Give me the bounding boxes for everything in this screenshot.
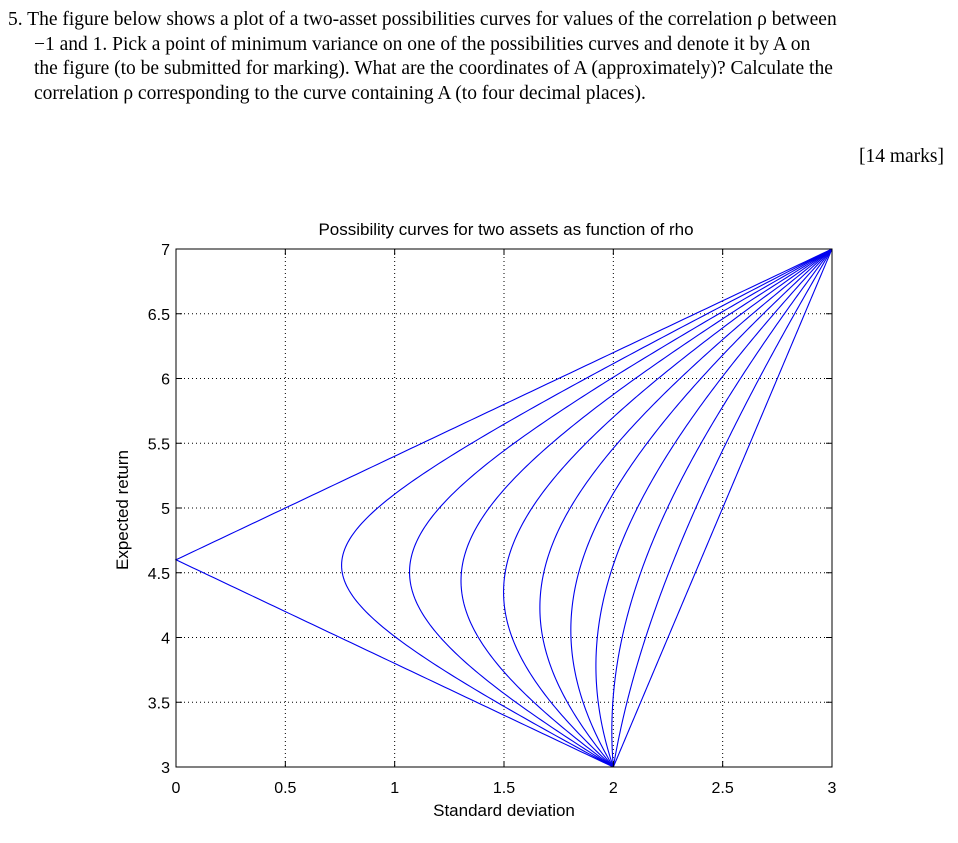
y-tick-label: 5 [161,501,170,518]
possibility-curve [570,248,833,768]
chart-title: Possibility curves for two assets as fun… [318,220,693,239]
possibility-curve [611,248,833,768]
y-tick-label: 7 [161,242,170,259]
x-axis-label: Standard deviation [433,801,575,820]
x-tick-label: 3 [828,780,837,797]
x-tick-label: 2 [609,780,618,797]
possibility-curve [503,248,833,768]
y-tick-label: 6.5 [148,307,170,324]
x-tick-label: 1 [390,780,399,797]
possibility-curve [612,248,833,768]
question-line-1: 5. The figure below shows a plot of a tw… [8,9,837,30]
marks-label: [14 marks] [858,146,944,167]
question-number: 5. [8,9,23,30]
y-tick-label: 5.5 [148,436,170,453]
possibility-curve [612,248,833,768]
question-line-2: −1 and 1. Pick a point of minimum varian… [34,33,811,55]
question-text: 5. The figure below shows a plot of a tw… [8,8,948,106]
possibility-curve [174,248,833,768]
possibility-curve [460,248,833,768]
x-tick-label: 2.5 [712,780,734,797]
y-tick-label: 6 [161,372,170,389]
x-tick-label: 1.5 [493,780,515,797]
question-line-3: the figure (to be submitted for marking)… [34,58,833,79]
y-tick-label: 4 [161,631,170,648]
curves [174,248,833,768]
possibility-curve [341,248,833,768]
ticks: 0 0.5 1 1.5 2 2.5 3 3 3.5 4 4.5 5 5.5 6 6.5 7 [148,242,837,797]
possibility-curve [408,248,833,768]
question-line-4: correlation ρ corresponding to the curve… [34,82,646,104]
grid [176,249,832,767]
possibility-curve [595,248,833,768]
y-axis-label: Expected return [113,450,132,570]
possibility-curve [539,248,833,768]
x-tick-label: 0 [172,780,181,797]
y-tick-label: 3.5 [148,695,170,712]
x-tick-label: 0.5 [274,780,296,797]
y-tick-label: 4.5 [148,566,170,583]
y-tick-label: 3 [161,760,170,777]
